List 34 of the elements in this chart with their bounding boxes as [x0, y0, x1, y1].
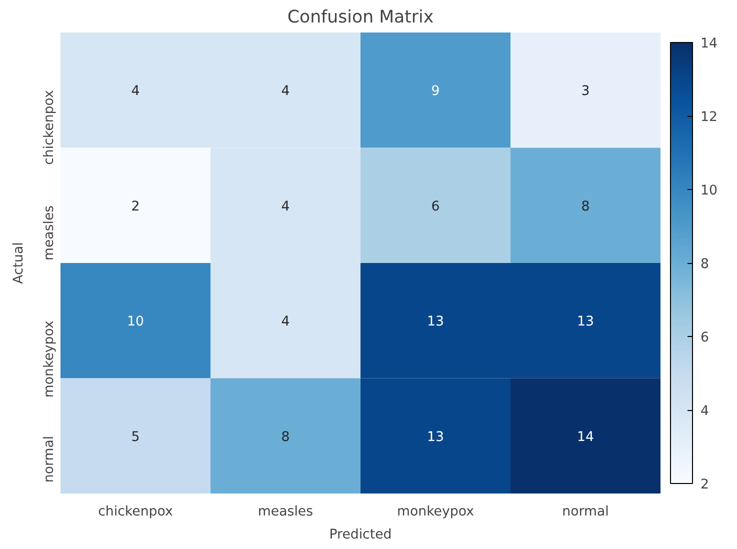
data-label: 13: [427, 314, 444, 330]
y-axis-title: Actual: [12, 242, 26, 284]
x-tick-label: normal: [562, 504, 609, 520]
y-tick-label: chickenpox: [42, 90, 57, 165]
x-tick-label: chickenpox: [98, 504, 174, 520]
y-tick-label: measles: [42, 205, 57, 261]
data-label: 13: [427, 430, 444, 445]
data-label: 4: [281, 314, 290, 330]
data-label: 8: [281, 430, 290, 445]
data-label: 9: [431, 84, 440, 100]
data-label: 4: [131, 84, 140, 100]
data-label: 4: [281, 84, 290, 100]
data-label: 2: [131, 199, 140, 214]
color-bar-label: 14: [700, 36, 718, 52]
y-tick-label: normal: [42, 436, 57, 483]
x-axis-title: Predicted: [329, 528, 392, 542]
color-bar-label: 2: [700, 478, 709, 492]
color-bar-label: 10: [700, 184, 718, 198]
color-bar-label: 8: [700, 257, 709, 272]
color-bar-label: 12: [700, 110, 718, 125]
data-label: 14: [577, 430, 594, 445]
data-label: 13: [577, 314, 594, 330]
x-tick-label: measles: [258, 504, 314, 520]
data-label: 5: [131, 430, 140, 445]
y-tick-label: monkeypox: [42, 320, 57, 398]
data-label: 6: [431, 199, 440, 214]
data-label: 10: [127, 314, 144, 330]
chart-title: Confusion Matrix: [287, 8, 434, 28]
data-label: 4: [281, 199, 290, 214]
color-bar-label: 4: [700, 404, 709, 419]
data-label: 3: [581, 84, 590, 100]
color-bar-label: 6: [700, 330, 709, 346]
data-label: 8: [581, 199, 590, 214]
x-tick-label: monkeypox: [396, 504, 474, 520]
